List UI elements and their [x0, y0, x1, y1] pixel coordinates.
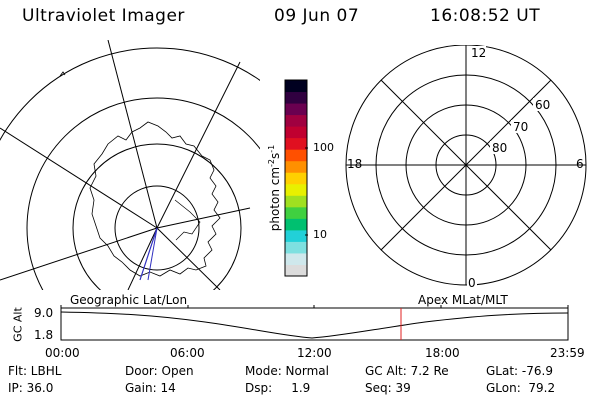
colorbar-cell	[285, 206, 307, 219]
colorbar-cell	[285, 126, 307, 139]
glon-info: GLon: 79.2	[486, 381, 556, 395]
colorbar-cell	[285, 241, 307, 254]
alt-min-label: 1.8	[34, 328, 54, 342]
seq-info: Seq: 39	[365, 381, 411, 395]
alt-axis-label: GC Alt	[11, 307, 25, 342]
time-label: 16:08:52 UT	[430, 6, 541, 26]
colorbar-cell	[285, 80, 307, 93]
mlat-label-60: 60	[535, 98, 550, 112]
lat-circle-pole	[114, 185, 200, 271]
polar-grid: 12 60 70 80 18 6 0	[345, 45, 587, 290]
gcalt-info: GC Alt: 7.2 Re	[365, 364, 449, 378]
colorbar-cell	[285, 160, 307, 173]
colorbar-cell	[285, 218, 307, 231]
mlt-label-12: 12	[471, 46, 486, 60]
colorbar-cell	[285, 149, 307, 162]
colorbar	[284, 79, 308, 277]
date-label: 09 Jun 07	[274, 6, 360, 26]
time-tick-0600: 06:00	[170, 346, 205, 360]
island-mark	[59, 71, 66, 77]
dsp-info: Dsp: 1.9	[245, 381, 311, 395]
meridian-line	[156, 61, 241, 229]
glat-info: GLat: -76.9	[486, 364, 553, 378]
time-tick-1200: 12:00	[297, 346, 332, 360]
orbit-track	[139, 227, 158, 281]
gain-info: Gain: 14	[125, 381, 176, 395]
colorbar-tick-10: 10	[313, 228, 327, 241]
altitude-timeline	[60, 305, 569, 341]
meridian-line	[107, 40, 158, 229]
meridian-line	[0, 127, 158, 229]
ice-shelf-outline	[174, 199, 201, 241]
colorbar-cell	[285, 172, 307, 185]
alt-max-label: 9.0	[34, 306, 54, 320]
mlat-label-80: 80	[492, 141, 507, 155]
ip-info: IP: 36.0	[8, 381, 54, 395]
altitude-curve	[60, 311, 569, 339]
colorbar-cell	[285, 103, 307, 116]
mlt-label-6: 6	[576, 157, 584, 171]
antarctica-coastline	[89, 121, 221, 277]
filter-info: Flt: LBHL	[8, 364, 62, 378]
door-info: Door: Open	[125, 364, 194, 378]
meridian-line	[156, 227, 221, 290]
colorbar-cell	[285, 229, 307, 242]
colorbar-tick-100: 100	[313, 141, 334, 154]
time-tick-2359: 23:59	[550, 346, 585, 360]
mlt-label-0: 0	[468, 276, 476, 290]
geographic-map	[0, 40, 260, 290]
colorbar-cell	[285, 91, 307, 104]
app-title: Ultraviolet Imager	[22, 6, 185, 26]
orbit-track	[147, 227, 158, 281]
mlt-label-18: 18	[347, 157, 362, 171]
lat-circle-outer	[0, 47, 260, 142]
meridian-line	[127, 227, 158, 290]
mlat-label-70: 70	[513, 120, 528, 134]
mode-info: Mode: Normal	[245, 364, 329, 378]
colorbar-cell	[285, 264, 307, 277]
apex-title: Apex MLat/MLT	[418, 293, 508, 307]
colorbar-cell	[285, 114, 307, 127]
meridian-line	[156, 207, 251, 229]
colorbar-cell	[285, 183, 307, 196]
colorbar-unit-label: photon cm-2s-1	[267, 144, 282, 232]
meridian-line	[0, 227, 158, 281]
lat-circle-inner	[72, 143, 242, 290]
colorbar-cell	[285, 195, 307, 208]
colorbar-cell	[285, 137, 307, 150]
lat-circle-mid	[26, 97, 260, 290]
time-tick-0000: 00:00	[45, 346, 80, 360]
geographic-title: Geographic Lat/Lon	[70, 293, 188, 307]
time-tick-1800: 18:00	[425, 346, 460, 360]
colorbar-cell	[285, 252, 307, 265]
